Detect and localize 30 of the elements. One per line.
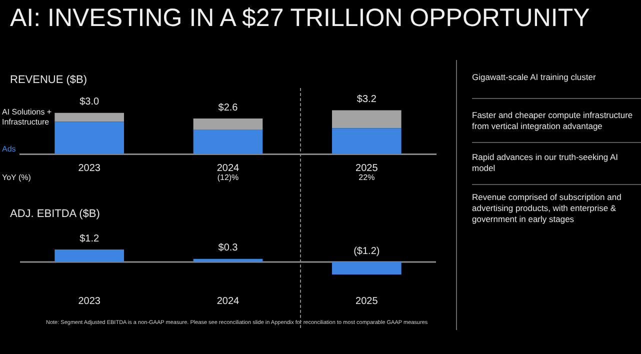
bar — [193, 130, 263, 154]
x-tick-label: 2025 — [356, 162, 378, 174]
data-label: ($1.2) — [354, 246, 380, 257]
x-tick-label: 2023 — [78, 296, 101, 307]
text: $3.2 — [356, 94, 377, 105]
text: Gigawatt-scale AI training cluster — [472, 72, 596, 82]
data-label: $0.3 — [218, 242, 238, 254]
data-label: $1.2 — [80, 233, 100, 244]
x-tick-label: 2024 — [216, 162, 240, 174]
bar — [54, 122, 124, 154]
chart-subtitle: REVENUE ($B) — [10, 74, 88, 86]
x-tick-label: 2025 — [356, 296, 378, 307]
bar — [54, 112, 124, 122]
text: 22% — [358, 173, 375, 182]
annotation: $2.6 — [218, 102, 238, 114]
text: Faster and cheaper compute infrastructure from vertical integration advantage — [472, 110, 633, 131]
bar — [332, 128, 402, 154]
bar — [193, 118, 263, 130]
text: YoY (%) — [2, 173, 32, 182]
chart-title: ADJ. EBITDA ($B) — [10, 208, 100, 220]
x-tick-label: 2023 — [78, 162, 101, 174]
series-label: AI Solutions + Infrastructure — [2, 107, 52, 126]
text: Revenue comprised of subscription and advertising products, with enterprise & government in early stages — [472, 192, 622, 224]
x-tick-label: 2024 — [216, 296, 240, 307]
text: $3.0 — [80, 96, 100, 108]
text: Ads — [2, 144, 16, 154]
text: (12)% — [217, 173, 239, 182]
bar — [332, 110, 402, 128]
chart-title: AI: INVESTING IN A $27 TRILLION OPPORTUNITY — [10, 4, 590, 33]
text: Rapid advances in our truth-seeking AI model — [472, 152, 618, 173]
